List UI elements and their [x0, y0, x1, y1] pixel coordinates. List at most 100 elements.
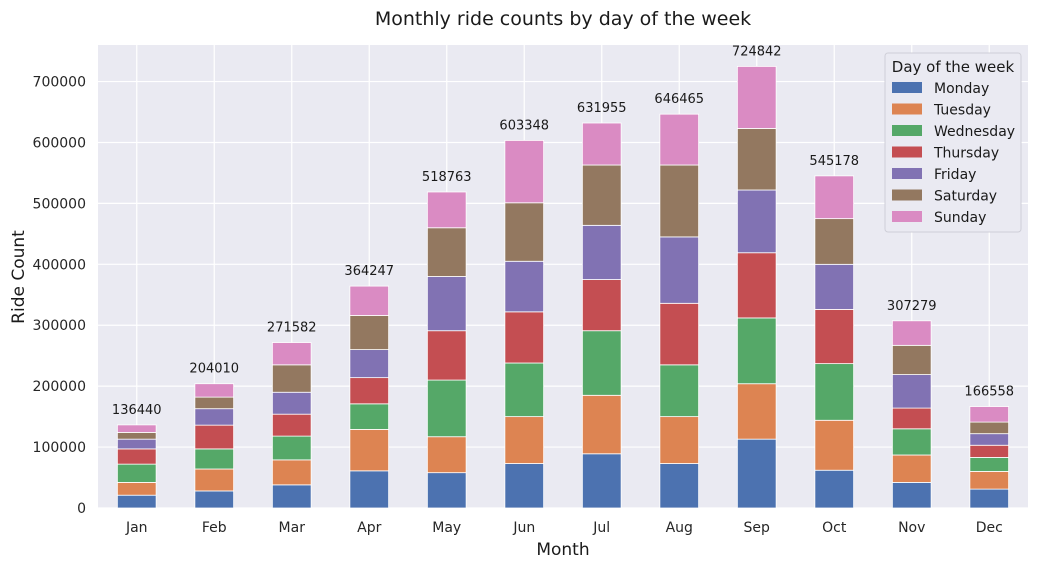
bar-segment-aug-sunday: [659, 113, 700, 166]
bar-segment-dec-thursday: [969, 444, 1010, 458]
bar-segment-jan-saturday: [116, 432, 157, 440]
bar-segment-dec-sunday: [969, 406, 1010, 423]
bar-segment-jul-saturday: [581, 164, 622, 226]
bar-segment-feb-monday: [194, 490, 235, 509]
bar-segment-may-sunday: [426, 191, 467, 229]
bar-segment-sep-tuesday: [736, 383, 777, 440]
bar-segment-feb-saturday: [194, 396, 235, 410]
y-tick-label: 300000: [33, 318, 86, 334]
bar-segment-mar-wednesday: [271, 435, 312, 461]
bar-segment-feb-thursday: [194, 424, 235, 450]
bar-segment-feb-sunday: [194, 383, 235, 398]
y-tick-label: 600000: [33, 135, 86, 151]
bar-segment-apr-saturday: [349, 315, 390, 351]
y-tick-label: 700000: [33, 75, 86, 91]
total-label-jun: 603348: [499, 118, 549, 133]
total-label-sep: 724842: [732, 44, 782, 59]
bar-segment-sep-thursday: [736, 252, 777, 319]
legend-swatch-monday: [892, 82, 922, 93]
legend-label-sunday: Sunday: [934, 210, 986, 226]
bar-segment-apr-tuesday: [349, 429, 390, 472]
bar-segment-feb-wednesday: [194, 448, 235, 470]
x-tick-label: Mar: [279, 520, 306, 536]
bar-segment-mar-saturday: [271, 364, 312, 393]
bar-segment-dec-tuesday: [969, 471, 1010, 490]
bar-segment-mar-tuesday: [271, 459, 312, 486]
bar-segment-aug-monday: [659, 463, 700, 509]
y-tick-label: 100000: [33, 440, 86, 456]
bar-segment-apr-monday: [349, 470, 390, 509]
x-tick-label: Nov: [898, 520, 925, 536]
legend-label-saturday: Saturday: [934, 189, 997, 205]
bar-segment-jun-saturday: [504, 202, 545, 262]
bar-segment-jan-wednesday: [116, 463, 157, 483]
bar-segment-dec-wednesday: [969, 457, 1010, 472]
bar-segment-sep-wednesday: [736, 317, 777, 385]
bar-segment-nov-sunday: [891, 320, 932, 346]
bar-segment-aug-tuesday: [659, 416, 700, 464]
bar-segment-dec-monday: [969, 488, 1010, 509]
bar-segment-mar-monday: [271, 484, 312, 509]
legend-swatch-wednesday: [892, 125, 922, 136]
legend-label-monday: Monday: [934, 81, 989, 97]
bar-segment-nov-thursday: [891, 407, 932, 430]
bar-segment-dec-friday: [969, 433, 1010, 446]
bar-segment-nov-friday: [891, 374, 932, 409]
bar-segment-dec-saturday: [969, 421, 1010, 435]
x-tick-label: Sep: [744, 520, 771, 536]
x-tick-label: Apr: [357, 520, 381, 536]
legend-items: Monday Tuesday Wednesday Thursday Friday Satu…: [892, 81, 1015, 226]
bar-segment-jul-tuesday: [581, 394, 622, 455]
bar-segment-aug-friday: [659, 236, 700, 304]
bar-segment-nov-tuesday: [891, 454, 932, 483]
bar-segment-oct-sunday: [814, 175, 855, 220]
x-axis-label: Month: [536, 540, 589, 560]
bar-segment-jun-wednesday: [504, 362, 545, 418]
legend-title: Day of the week: [892, 58, 1015, 76]
x-tick-label: Aug: [666, 520, 693, 536]
bar-segment-may-wednesday: [426, 379, 467, 438]
bar-segment-jan-tuesday: [116, 482, 157, 496]
y-tick-label: 400000: [33, 257, 86, 273]
plot-area: [98, 45, 1028, 508]
bar-segment-aug-wednesday: [659, 364, 700, 418]
legend-label-thursday: Thursday: [933, 146, 999, 162]
bar-segment-sep-saturday: [736, 128, 777, 191]
bar-segment-nov-wednesday: [891, 428, 932, 456]
bar-segment-may-saturday: [426, 227, 467, 277]
y-tick-label: 0: [77, 501, 86, 517]
bar-segment-jan-monday: [116, 494, 157, 509]
bar-segment-feb-friday: [194, 408, 235, 426]
total-label-oct: 545178: [809, 154, 859, 169]
totals: 136440 204010 271582 364247 518763 603348 6319…: [112, 44, 1014, 417]
bar-segment-mar-sunday: [271, 342, 312, 366]
x-tick-label: May: [432, 520, 461, 536]
bar-segment-jan-sunday: [116, 424, 157, 433]
y-tick-labels: 0 100000 200000 300000 400000 500000 600000 700…: [33, 75, 86, 517]
bar-segment-jul-friday: [581, 224, 622, 280]
legend-box: [884, 52, 1022, 233]
bar-segment-apr-sunday: [349, 285, 390, 316]
bar-segment-may-tuesday: [426, 436, 467, 474]
total-label-jan: 136440: [112, 403, 162, 418]
x-tick-label: Dec: [976, 520, 1003, 536]
bar-segment-jun-tuesday: [504, 416, 545, 464]
bar-segment-jun-thursday: [504, 311, 545, 364]
bar-segment-jul-sunday: [581, 122, 622, 166]
x-tick-label: Jul: [592, 520, 610, 536]
bar-segment-sep-friday: [736, 189, 777, 254]
bar-segment-oct-wednesday: [814, 363, 855, 421]
bar-segment-apr-friday: [349, 349, 390, 379]
bar-segment-jul-thursday: [581, 279, 622, 332]
bar-segment-jan-thursday: [116, 448, 157, 465]
bar-segment-oct-monday: [814, 469, 855, 509]
bar-segment-apr-wednesday: [349, 403, 390, 430]
bar-segment-may-friday: [426, 276, 467, 332]
bar-segment-aug-saturday: [659, 164, 700, 238]
x-tick-label: Oct: [822, 520, 847, 536]
total-label-dec: 166558: [964, 385, 1014, 400]
bar-segment-oct-tuesday: [814, 419, 855, 471]
bar-segment-apr-thursday: [349, 377, 390, 405]
bar-segment-oct-saturday: [814, 218, 855, 265]
